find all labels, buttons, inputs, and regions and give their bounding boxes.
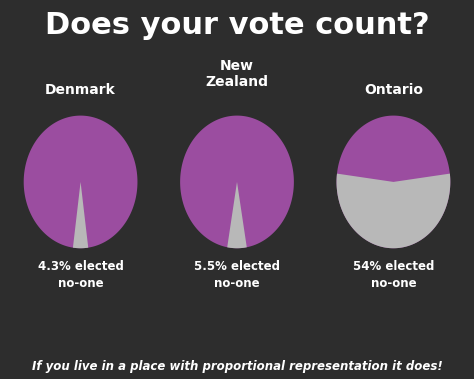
Polygon shape	[73, 182, 88, 248]
Polygon shape	[337, 174, 450, 248]
Text: 54% elected
no-one: 54% elected no-one	[353, 260, 434, 290]
Polygon shape	[337, 116, 450, 248]
Text: Ontario: Ontario	[364, 83, 423, 97]
Text: New
Zealand: New Zealand	[206, 59, 268, 89]
Text: Does your vote count?: Does your vote count?	[45, 11, 429, 41]
Text: 5.5% elected
no-one: 5.5% elected no-one	[194, 260, 280, 290]
Polygon shape	[24, 116, 137, 248]
Text: 4.3% elected
no-one: 4.3% elected no-one	[37, 260, 124, 290]
Polygon shape	[227, 182, 247, 248]
Text: Denmark: Denmark	[45, 83, 116, 97]
Polygon shape	[180, 116, 294, 248]
Text: If you live in a place with proportional representation it does!: If you live in a place with proportional…	[32, 360, 442, 373]
